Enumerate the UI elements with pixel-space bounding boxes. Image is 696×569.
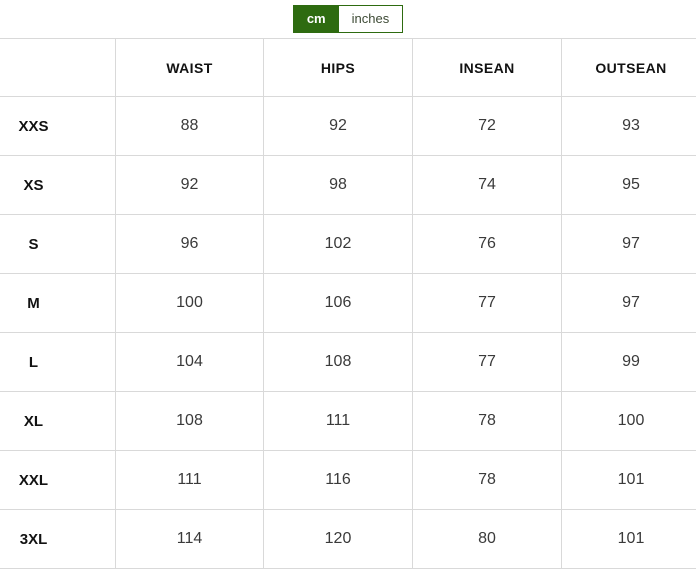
table-cell: 95 [562, 156, 696, 215]
table-cell: 72 [413, 97, 562, 156]
table-cell: 111 [264, 392, 413, 451]
table-cell: 116 [264, 451, 413, 510]
table-cell: 77 [413, 274, 562, 333]
column-header-insean: INSEAN [413, 39, 562, 97]
column-header-waist: WAIST [116, 39, 264, 97]
column-header-hips: HIPS [264, 39, 413, 97]
unit-toggle-container: cm inches [0, 0, 696, 33]
table-cell: 80 [413, 510, 562, 569]
size-label: XXL [0, 451, 116, 510]
table-cell: 92 [264, 97, 413, 156]
table-cell: 100 [562, 392, 696, 451]
unit-toggle-cm-button[interactable]: cm [294, 6, 339, 32]
table-cell: 93 [562, 97, 696, 156]
table-cell: 97 [562, 215, 696, 274]
table-cell: 111 [116, 451, 264, 510]
table-cell: 120 [264, 510, 413, 569]
table-cell: 101 [562, 510, 696, 569]
size-label: 3XL [0, 510, 116, 569]
size-label: M [0, 274, 116, 333]
table-cell: 114 [116, 510, 264, 569]
table-cell: 100 [116, 274, 264, 333]
table-cell: 102 [264, 215, 413, 274]
size-label: S [0, 215, 116, 274]
unit-toggle: cm inches [293, 5, 403, 33]
table-cell: 106 [264, 274, 413, 333]
size-label: XS [0, 156, 116, 215]
column-header-outsean: OUTSEAN [562, 39, 696, 97]
column-header-empty [0, 39, 116, 97]
table-cell: 78 [413, 392, 562, 451]
table-cell: 108 [116, 392, 264, 451]
table-cell: 101 [562, 451, 696, 510]
table-cell: 92 [116, 156, 264, 215]
size-label: XL [0, 392, 116, 451]
table-cell: 97 [562, 274, 696, 333]
table-cell: 88 [116, 97, 264, 156]
size-label: XXS [0, 97, 116, 156]
table-cell: 96 [116, 215, 264, 274]
table-cell: 77 [413, 333, 562, 392]
size-label: L [0, 333, 116, 392]
table-cell: 98 [264, 156, 413, 215]
table-cell: 108 [264, 333, 413, 392]
table-cell: 104 [116, 333, 264, 392]
table-cell: 74 [413, 156, 562, 215]
table-cell: 78 [413, 451, 562, 510]
table-cell: 99 [562, 333, 696, 392]
table-cell: 76 [413, 215, 562, 274]
unit-toggle-inches-button[interactable]: inches [339, 6, 403, 32]
